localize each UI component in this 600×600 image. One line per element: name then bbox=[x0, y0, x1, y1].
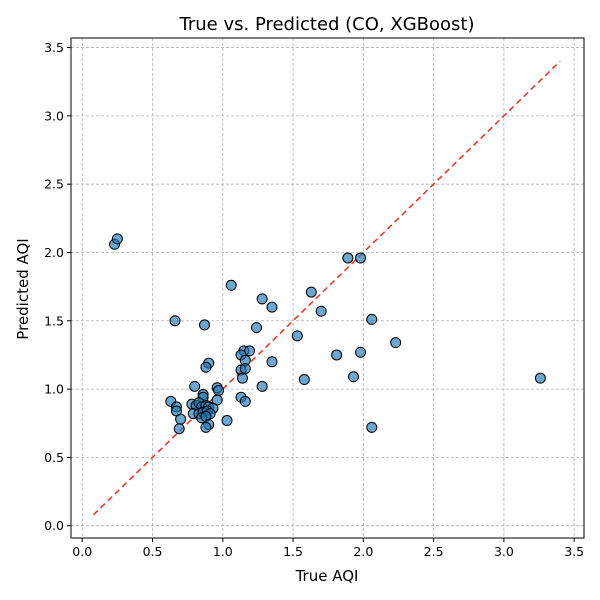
y-tick-label: 2.0 bbox=[44, 245, 64, 260]
x-tick-label: 2.5 bbox=[424, 544, 444, 559]
plot-frame bbox=[70, 37, 585, 539]
scatter-point bbox=[175, 413, 187, 425]
y-tick-label: 1.5 bbox=[44, 313, 64, 328]
scatter-point bbox=[200, 361, 212, 373]
scatter-point bbox=[239, 363, 251, 375]
x-tick-label: 0.0 bbox=[72, 544, 92, 559]
scatter-point bbox=[236, 372, 248, 384]
y-axis-label: Predicted AQI bbox=[14, 238, 32, 339]
scatter-point bbox=[169, 315, 181, 327]
grid-lines bbox=[71, 38, 584, 538]
y-tick-label: 0.0 bbox=[44, 518, 64, 533]
chart-title: True vs. Predicted (CO, XGBoost) bbox=[179, 14, 475, 35]
scatter-point bbox=[266, 356, 278, 368]
data-points bbox=[109, 233, 546, 435]
x-axis-label: True AQI bbox=[295, 567, 359, 585]
axis-ticks bbox=[67, 47, 575, 542]
scatter-point bbox=[298, 374, 310, 386]
scatter-point bbox=[200, 421, 212, 433]
y-tick-labels: 0.0 0.5 1.0 1.5 2.0 2.5 3.0 3.5 bbox=[44, 40, 64, 533]
x-tick-label: 1.0 bbox=[213, 544, 233, 559]
scatter-point bbox=[239, 395, 251, 407]
scatter-point bbox=[291, 330, 303, 342]
scatter-point bbox=[355, 252, 367, 264]
x-tick-label: 3.5 bbox=[564, 544, 584, 559]
scatter-point bbox=[266, 301, 278, 313]
scatter-point bbox=[256, 380, 268, 392]
y-tick-label: 2.5 bbox=[44, 177, 64, 192]
y-tick-label: 3.5 bbox=[44, 40, 64, 55]
x-tick-label: 0.5 bbox=[143, 544, 163, 559]
scatter-point bbox=[534, 372, 546, 384]
scatter-point bbox=[331, 349, 343, 361]
scatter-point bbox=[213, 384, 225, 396]
scatter-point bbox=[348, 371, 360, 383]
x-tick-label: 2.0 bbox=[353, 544, 373, 559]
scatter-point bbox=[189, 380, 201, 392]
scatter-point bbox=[305, 286, 317, 298]
scatter-point bbox=[173, 423, 185, 435]
scatter-point bbox=[366, 313, 378, 325]
scatter-point bbox=[225, 279, 237, 291]
scatter-point bbox=[366, 421, 378, 433]
scatter-point bbox=[251, 322, 263, 334]
y-tick-label: 1.0 bbox=[44, 382, 64, 397]
scatter-point bbox=[390, 337, 402, 349]
scatter-point bbox=[111, 233, 123, 245]
y-tick-label: 0.5 bbox=[44, 450, 64, 465]
scatter-point bbox=[355, 346, 367, 358]
scatter-point bbox=[315, 305, 327, 317]
x-tick-labels: 0.0 0.5 1.0 1.5 2.0 2.5 3.0 3.5 bbox=[72, 544, 584, 559]
y-tick-label: 3.0 bbox=[44, 108, 64, 123]
scatter-point bbox=[199, 319, 211, 331]
scatter-point bbox=[221, 415, 233, 427]
identity-line bbox=[92, 60, 561, 516]
x-tick-label: 1.5 bbox=[283, 544, 303, 559]
scatter-point bbox=[342, 252, 354, 264]
scatter-point bbox=[256, 293, 268, 305]
x-tick-label: 3.0 bbox=[494, 544, 514, 559]
